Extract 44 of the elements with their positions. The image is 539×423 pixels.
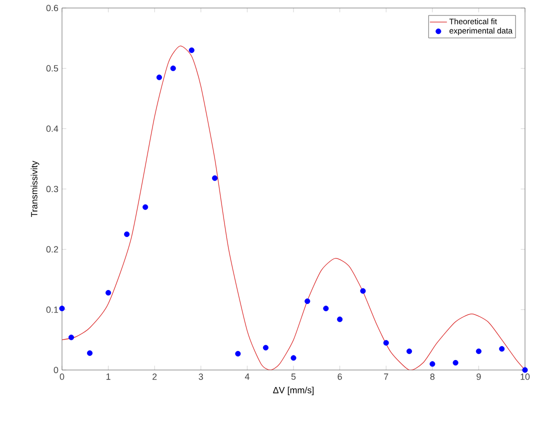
x-tick-label: 5 xyxy=(291,374,296,380)
x-tick-label: 6 xyxy=(338,374,342,380)
y-tick-label: 0.6 xyxy=(46,4,58,12)
y-tick-label: 0.3 xyxy=(46,186,58,192)
x-axis-title: ΔV [mm/s] xyxy=(273,386,314,396)
point xyxy=(212,175,218,181)
y-tick-label: 0.5 xyxy=(46,65,58,72)
point xyxy=(124,231,130,238)
point xyxy=(499,346,505,352)
point xyxy=(86,350,93,356)
x-tick-label: 3 xyxy=(198,374,203,380)
x-tick-label: 8 xyxy=(430,374,435,380)
point xyxy=(235,350,241,356)
y-axis-title: Transmissivity xyxy=(30,160,40,218)
point xyxy=(156,74,162,80)
point xyxy=(304,298,310,304)
point xyxy=(59,306,65,312)
point xyxy=(406,348,412,354)
point xyxy=(323,306,329,312)
point xyxy=(337,316,343,322)
point xyxy=(476,348,482,354)
point xyxy=(430,361,436,367)
point xyxy=(188,47,194,54)
x-tick-label: 2 xyxy=(152,374,157,380)
y-tick-label: 0 xyxy=(54,366,58,374)
point xyxy=(383,340,389,346)
point xyxy=(170,66,176,72)
x-tick-label: 1 xyxy=(106,374,110,380)
point xyxy=(290,355,296,361)
x-tick-label: 4 xyxy=(244,374,250,380)
x-tick-label: 9 xyxy=(476,374,481,380)
x-tick-label: 7 xyxy=(384,374,388,380)
point xyxy=(262,344,269,350)
point xyxy=(522,367,528,373)
point xyxy=(142,204,148,210)
point xyxy=(360,288,366,294)
point xyxy=(68,334,74,340)
y-tick-label: 0.2 xyxy=(46,246,58,253)
x-tick-label: 10 xyxy=(520,374,530,380)
point xyxy=(452,360,458,366)
x-tick-label: 0 xyxy=(60,374,64,380)
y-tick-label: 0.4 xyxy=(46,125,58,132)
point xyxy=(106,290,112,296)
y-tick-label: 0.1 xyxy=(46,306,58,313)
